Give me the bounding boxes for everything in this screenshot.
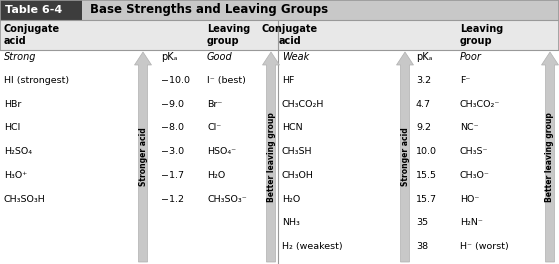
Text: pKₐ: pKₐ [416,52,432,62]
Text: CH₃CO₂⁻: CH₃CO₂⁻ [460,100,500,109]
Text: HI (strongest): HI (strongest) [4,76,69,85]
Bar [0,0,82,20]
Text: Stronger acid: Stronger acid [139,128,148,186]
Bar [82,0,559,20]
Text: CH₃OH: CH₃OH [282,171,314,180]
Text: H₂SO₄: H₂SO₄ [4,147,32,156]
Text: 9.2: 9.2 [416,123,431,132]
Text: NH₃: NH₃ [282,218,300,228]
Text: Base Strengths and Leaving Groups: Base Strengths and Leaving Groups [90,3,328,16]
Text: HO⁻: HO⁻ [460,195,480,204]
Text: 35: 35 [416,218,428,228]
Text: H₂O: H₂O [207,171,225,180]
Text: −10.0: −10.0 [161,76,190,85]
Text: 15.7: 15.7 [416,195,437,204]
Text: Cl⁻: Cl⁻ [207,123,221,132]
Text: Better leaving group: Better leaving group [267,112,276,202]
Text: Leaving
group: Leaving group [460,24,503,46]
Text: CH₃S⁻: CH₃S⁻ [460,147,489,156]
Text: Conjugate
acid: Conjugate acid [262,24,318,46]
Text: Poor: Poor [460,52,482,62]
Text: Conjugate
acid: Conjugate acid [4,24,60,46]
Polygon shape [263,52,280,262]
Text: CH₃SO₃H: CH₃SO₃H [4,195,46,204]
Text: −9.0: −9.0 [161,100,184,109]
Polygon shape [396,52,414,262]
Text: CH₃CO₂H: CH₃CO₂H [282,100,324,109]
Text: Br⁻: Br⁻ [207,100,222,109]
Text: CH₃SO₃⁻: CH₃SO₃⁻ [207,195,247,204]
Text: NC⁻: NC⁻ [460,123,479,132]
Polygon shape [542,52,558,262]
Text: CH₃SH: CH₃SH [282,147,312,156]
Text: Leaving
group: Leaving group [207,24,250,46]
Bar [0,50,559,264]
Text: H₂ (weakest): H₂ (weakest) [282,242,343,251]
Text: H⁻ (worst): H⁻ (worst) [460,242,509,251]
Text: HCl: HCl [4,123,20,132]
Text: H₂N⁻: H₂N⁻ [460,218,483,228]
Text: HF: HF [282,76,295,85]
Text: Weak: Weak [282,52,309,62]
Text: H₂O: H₂O [282,195,300,204]
Text: 10.0: 10.0 [416,147,437,156]
Text: −3.0: −3.0 [161,147,184,156]
Text: HCN: HCN [282,123,302,132]
Text: 15.5: 15.5 [416,171,437,180]
Text: 4.7: 4.7 [416,100,431,109]
Text: −1.2: −1.2 [161,195,184,204]
Text: HSO₄⁻: HSO₄⁻ [207,147,236,156]
Text: Table 6-4: Table 6-4 [5,5,62,15]
Text: 38: 38 [416,242,428,251]
Text: −8.0: −8.0 [161,123,184,132]
Text: Stronger acid: Stronger acid [400,128,410,186]
Text: I⁻ (best): I⁻ (best) [207,76,246,85]
Text: −1.7: −1.7 [161,171,184,180]
Polygon shape [135,52,151,262]
Text: Better leaving group: Better leaving group [546,112,555,202]
Text: Good: Good [207,52,233,62]
Bar [0,20,559,50]
Text: Strong: Strong [4,52,36,62]
Text: HBr: HBr [4,100,21,109]
Text: F⁻: F⁻ [460,76,470,85]
Text: H₃O⁺: H₃O⁺ [4,171,27,180]
Text: CH₃O⁻: CH₃O⁻ [460,171,490,180]
Text: pKₐ: pKₐ [161,52,177,62]
Text: 3.2: 3.2 [416,76,431,85]
